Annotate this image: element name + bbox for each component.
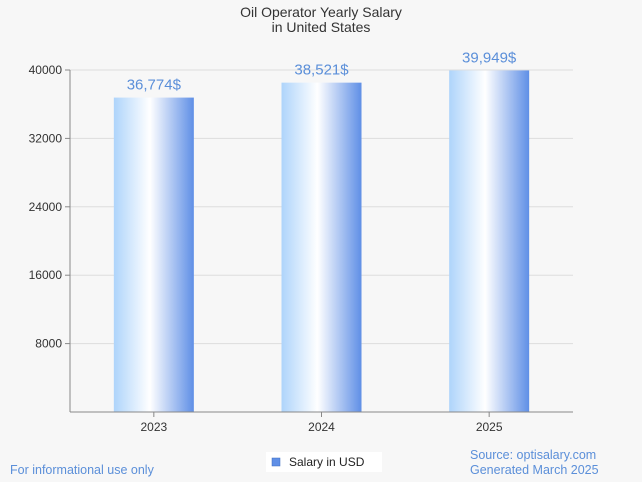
bar-2023 (113, 97, 194, 412)
legend-box (266, 452, 382, 472)
y-tick-label: 40000 (29, 63, 63, 77)
chart-title-line2: in United States (272, 19, 371, 35)
data-label-2025: 39,949$ (462, 49, 517, 66)
x-ticks: 2023 2024 2025 (140, 412, 503, 434)
y-tick-label: 8000 (35, 337, 62, 351)
chart-title-line1: Oil Operator Yearly Salary (240, 4, 402, 20)
bar-2024 (281, 82, 362, 412)
data-labels: 36,774$ 38,521$ 39,949$ (127, 49, 517, 93)
source-text: Source: optisalary.com (470, 448, 596, 462)
x-tick-label: 2025 (476, 420, 503, 434)
y-tick-label: 24000 (29, 200, 63, 214)
y-tick-label: 16000 (29, 268, 63, 282)
data-label-2023: 36,774$ (127, 77, 182, 94)
legend-swatch (271, 457, 281, 467)
data-label-2024: 38,521$ (294, 62, 349, 79)
y-tick-label: 32000 (29, 131, 63, 145)
legend: Salary in USD (266, 452, 382, 472)
informational-note: For informational use only (10, 463, 155, 477)
y-ticks: 8000 16000 24000 32000 40000 (29, 63, 70, 351)
bar-2025 (449, 70, 530, 413)
bars (113, 70, 530, 413)
legend-label: Salary in USD (289, 455, 365, 469)
x-tick-label: 2023 (140, 420, 167, 434)
generated-text: Generated March 2025 (470, 463, 599, 477)
x-tick-label: 2024 (308, 420, 335, 434)
